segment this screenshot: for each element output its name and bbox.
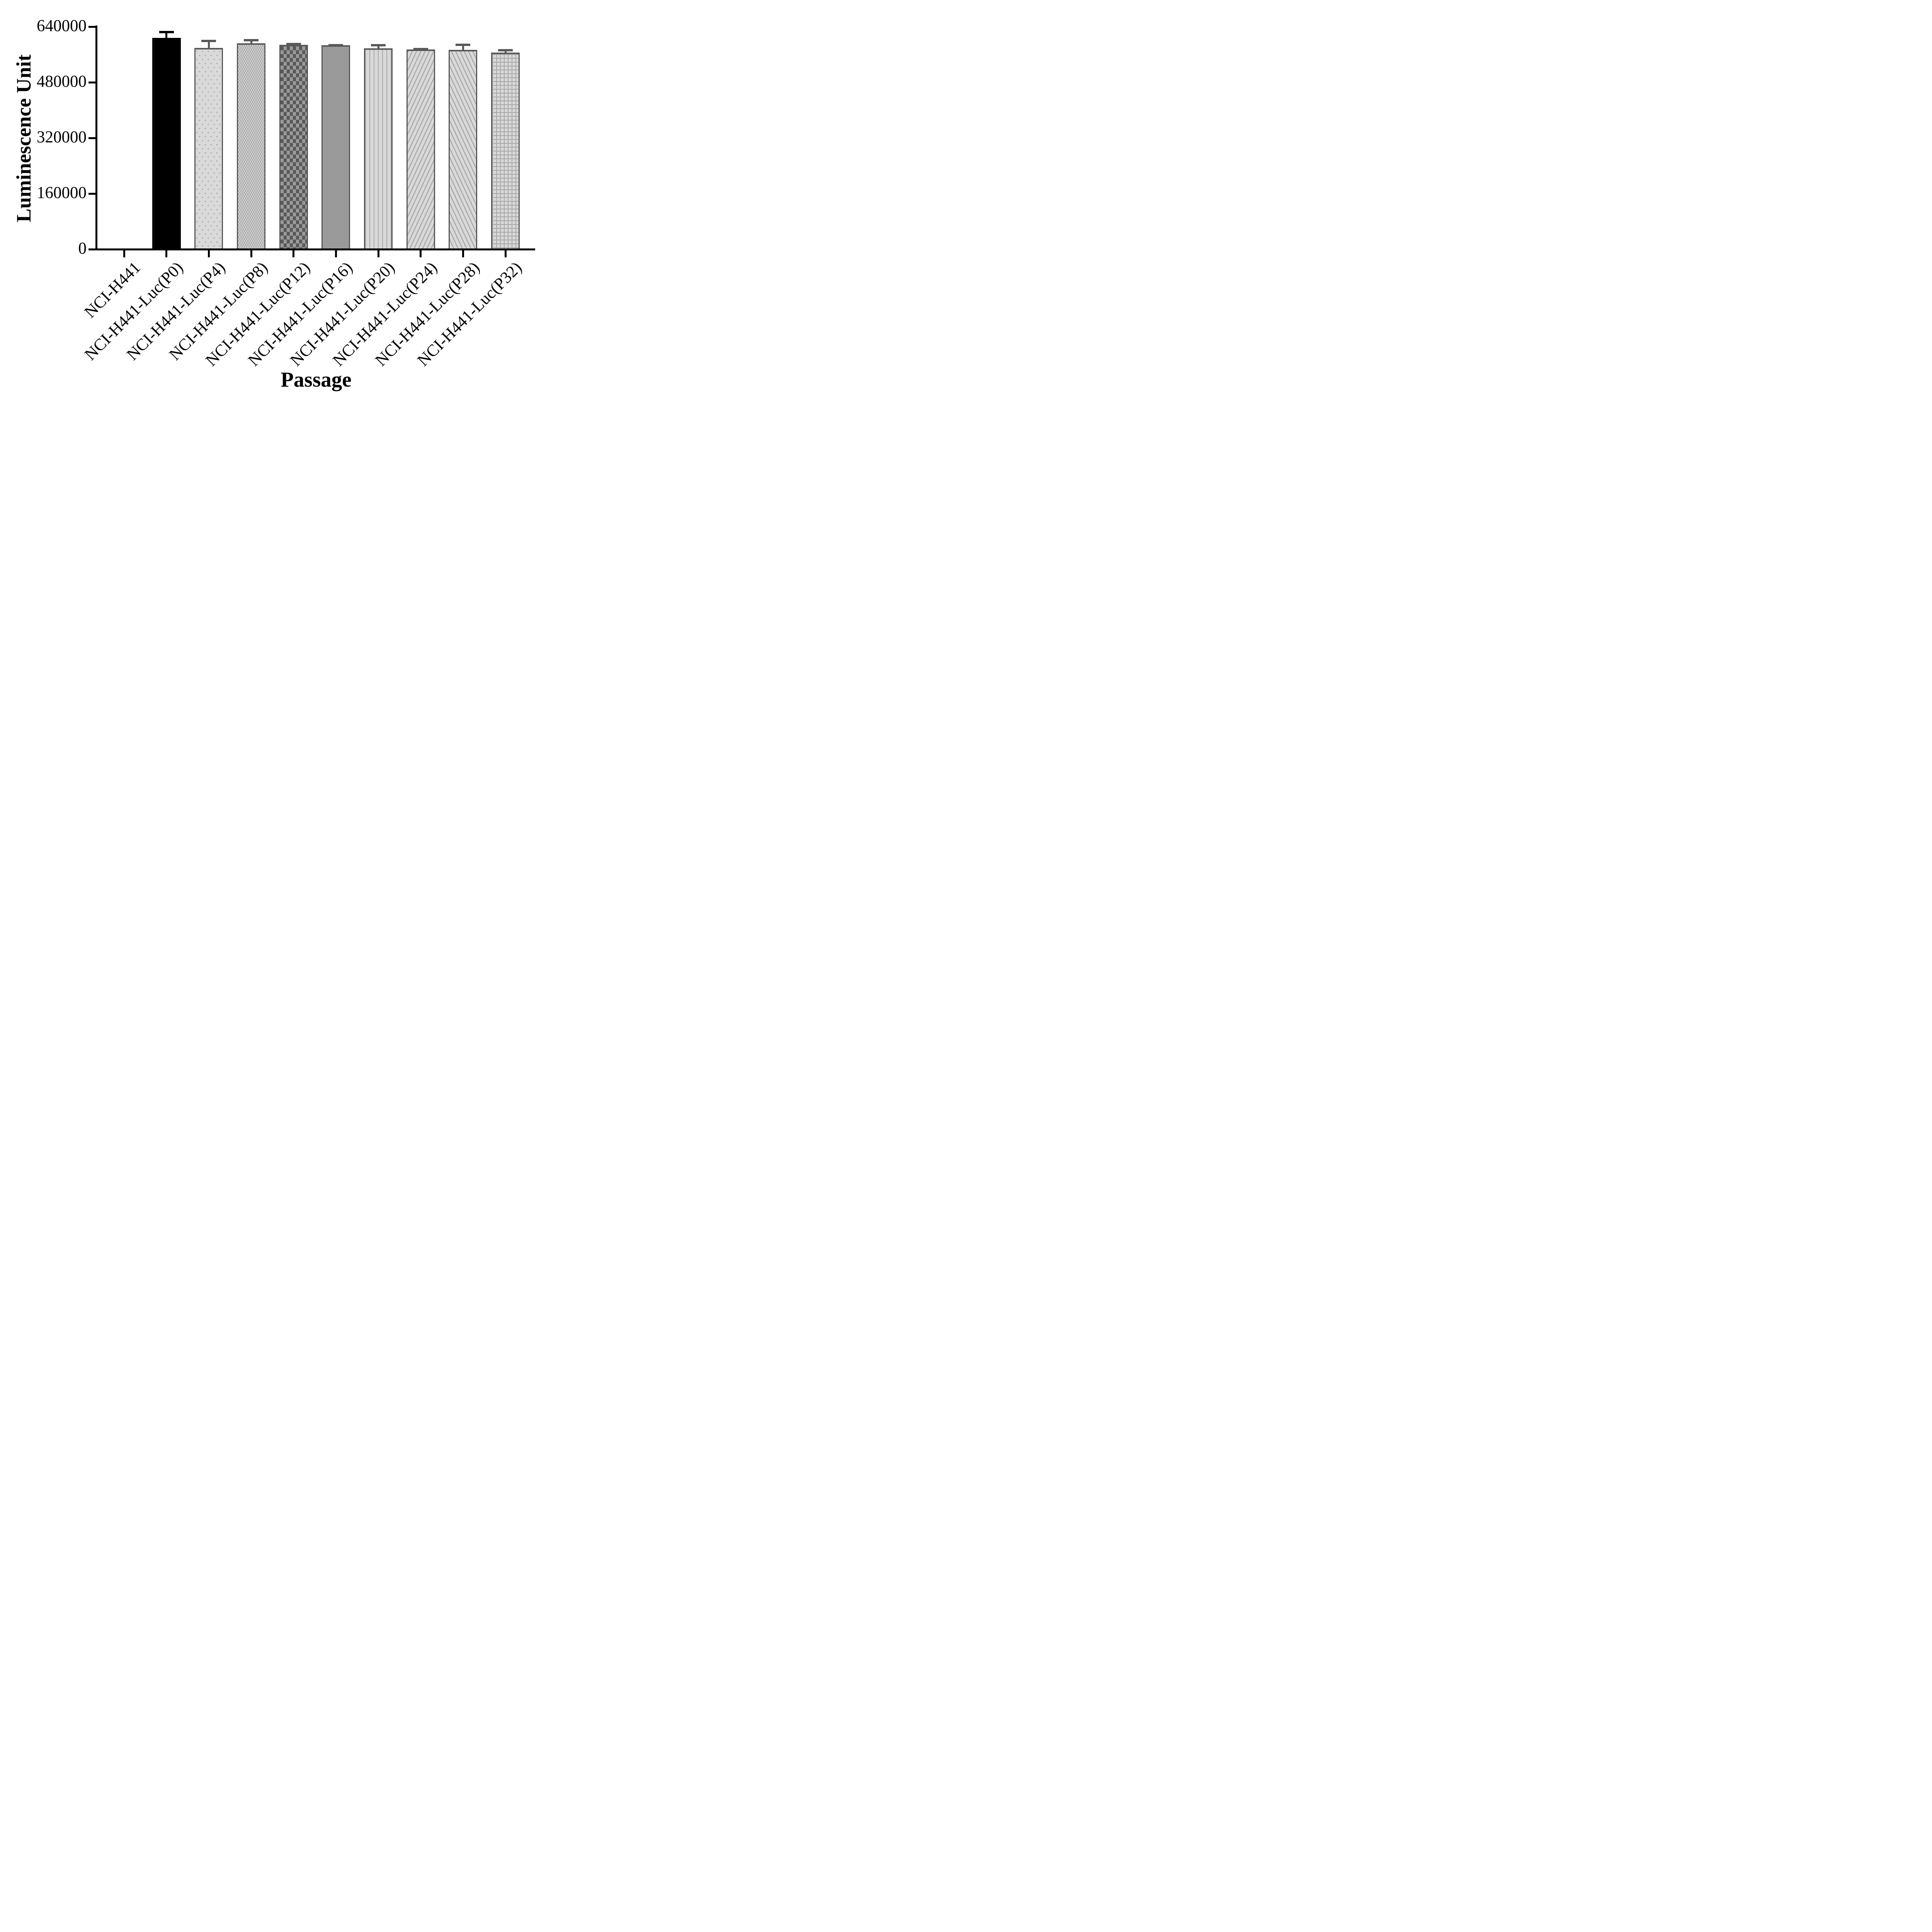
error-bar-stem (504, 49, 507, 54)
x-axis-tick (250, 250, 252, 257)
y-tick-label: 160000 (37, 184, 87, 202)
y-tick-label: 0 (78, 239, 87, 258)
bar-NCI-H441-Luc(P24) (406, 49, 435, 250)
bar-NCI-H441-Luc(P4) (194, 48, 223, 250)
error-bar-cap (498, 49, 513, 51)
x-axis-tick (420, 250, 422, 257)
error-bar-stem (165, 31, 168, 39)
error-bar-cap (413, 48, 428, 50)
error-bar-cap (456, 44, 471, 46)
bar-NCI-H441-Luc(P20) (364, 48, 393, 250)
x-axis-tick (123, 250, 125, 257)
error-bar-stem (250, 39, 252, 45)
error-bar-cap (159, 31, 174, 33)
y-axis-tick (88, 248, 95, 250)
y-axis-tick (88, 26, 95, 28)
error-bar-stem (377, 45, 379, 50)
y-tick-label: 320000 (37, 128, 87, 146)
x-axis-tick (462, 250, 464, 257)
bar-NCI-H441-Luc(P28) (449, 50, 478, 250)
y-axis-title: Luminescence Unit (13, 54, 35, 223)
error-bar-stem (462, 44, 464, 52)
error-bar-cap (286, 43, 301, 46)
error-bar-cap (371, 44, 386, 46)
x-axis-tick (207, 250, 210, 257)
x-axis-tick (377, 250, 379, 257)
x-axis-tick (504, 250, 507, 257)
y-axis-tick (88, 192, 95, 195)
error-bar-cap (201, 40, 216, 43)
x-axis-title: Passage (281, 367, 352, 391)
bar-chart-figure: Luminescence Unit Passage 640000 480000 32… (0, 0, 566, 398)
y-tick-label: 640000 (37, 17, 87, 35)
x-axis-tick (335, 250, 337, 257)
y-axis-tick (88, 137, 95, 139)
y-axis-line (95, 26, 97, 250)
x-axis-tick (165, 250, 168, 257)
bar-NCI-H441-Luc(P12) (279, 44, 308, 250)
bar-NCI-H441-Luc(P8) (237, 43, 265, 250)
y-tick-label: 480000 (37, 72, 87, 91)
error-bar-cap (244, 39, 259, 41)
bar-NCI-H441-Luc(P0) (152, 37, 181, 250)
bar-NCI-H441-Luc(P32) (491, 52, 520, 250)
error-bar-stem (207, 41, 210, 49)
x-axis-tick (293, 250, 295, 257)
y-axis-tick (88, 81, 95, 83)
bar-NCI-H441-Luc(P16) (321, 45, 350, 250)
x-axis-line (95, 248, 535, 250)
